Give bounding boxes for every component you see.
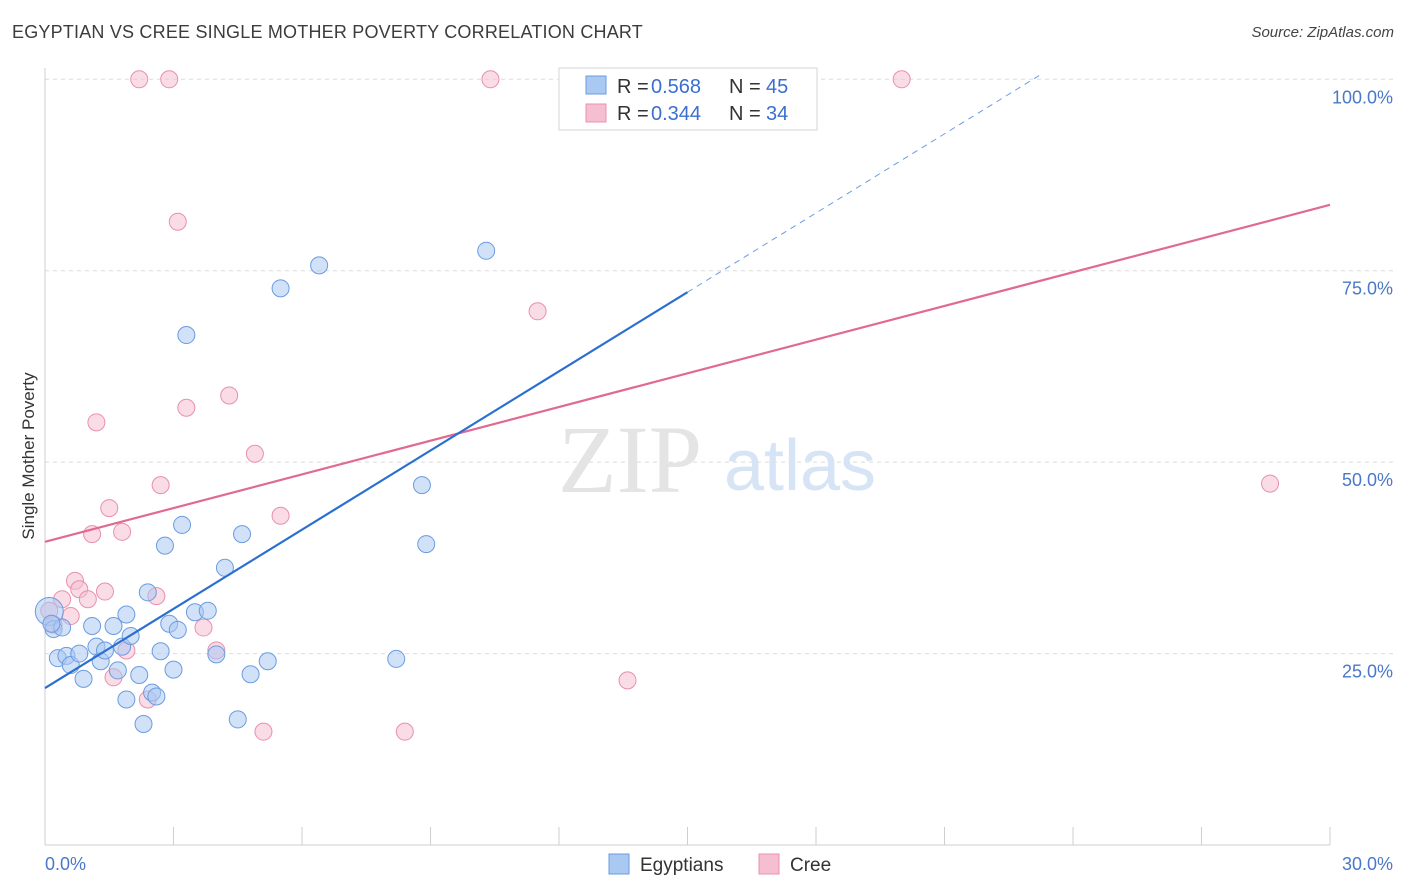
cree-point xyxy=(113,522,132,541)
egyptians-point xyxy=(310,256,329,275)
x-tick-label-max: 30.0% xyxy=(1342,854,1393,874)
cree-point xyxy=(151,476,170,495)
egyptians-point xyxy=(70,644,89,663)
bottom-legend-swatch-cree xyxy=(758,853,780,875)
egyptians-point xyxy=(130,666,149,685)
bottom-legend-swatch-egyptians xyxy=(608,853,630,875)
egyptians-point xyxy=(74,669,93,688)
legend-r-value-egyptians: 0.568 xyxy=(651,76,701,98)
y-tick-label: 50.0% xyxy=(1342,470,1393,490)
egyptians-point xyxy=(412,476,431,495)
trend-lines xyxy=(44,72,1331,689)
egyptians-point xyxy=(151,642,170,661)
egyptians-point xyxy=(177,326,196,345)
legend-r-label-cree: R = xyxy=(617,103,649,125)
egyptians-point xyxy=(417,535,436,554)
x-tick-labels: 0.0% 30.0% xyxy=(45,854,1393,874)
chart-source: Source: ZipAtlas.com xyxy=(1251,24,1394,41)
egyptians-point xyxy=(168,620,187,639)
cree-point xyxy=(618,671,637,690)
egyptians-point xyxy=(104,617,123,636)
egyptians-point xyxy=(117,605,136,624)
cree-trend-line xyxy=(44,203,1331,543)
legend-swatch-egyptians xyxy=(585,75,607,95)
cree-point xyxy=(100,499,119,518)
legend-n-label-cree: N = xyxy=(729,103,761,125)
cree-point xyxy=(395,722,414,741)
bottom-legend-label-egyptians: Egyptians xyxy=(640,855,723,876)
cree-point xyxy=(194,618,213,637)
egyptians-point xyxy=(134,715,153,734)
egyptians-point xyxy=(241,665,260,684)
egyptians-trend-extension xyxy=(687,72,1044,293)
egyptians-point xyxy=(164,660,183,679)
watermark-atlas: atlas xyxy=(724,426,876,506)
egyptians-point xyxy=(271,279,290,298)
legend-n-label-egyptians: N = xyxy=(729,76,761,98)
egyptians-point xyxy=(198,601,217,620)
egyptians-trend-line xyxy=(44,291,689,689)
cree-point xyxy=(245,444,264,463)
cree-point xyxy=(528,302,547,321)
cree-point xyxy=(95,582,114,601)
egyptians-point xyxy=(258,652,277,671)
y-tick-labels: 25.0% 50.0% 75.0% 100.0% xyxy=(1332,87,1393,681)
legend-n-value-egyptians: 45 xyxy=(766,76,788,98)
cree-point xyxy=(168,212,187,231)
cree-point xyxy=(892,70,911,89)
egyptians-point xyxy=(228,710,247,729)
cree-point xyxy=(1261,474,1280,493)
x-ticks xyxy=(173,827,1331,845)
x-tick-label-min: 0.0% xyxy=(45,854,86,874)
cree-point xyxy=(254,722,273,741)
series-legend: Egyptians Cree xyxy=(608,853,831,876)
legend-r-value-cree: 0.344 xyxy=(651,103,701,125)
egyptians-point xyxy=(477,241,496,260)
egyptians-point xyxy=(138,583,157,602)
y-axis-label: Single Mother Poverty xyxy=(19,372,38,540)
chart-title: EGYPTIAN VS CREE SINGLE MOTHER POVERTY C… xyxy=(12,22,643,42)
cree-point xyxy=(160,70,179,89)
egyptians-point xyxy=(207,645,226,664)
egyptians-points xyxy=(34,241,496,734)
egyptians-point xyxy=(108,661,127,680)
y-tick-label: 25.0% xyxy=(1342,662,1393,682)
egyptians-point xyxy=(83,617,102,636)
legend-r-label-egyptians: R = xyxy=(617,76,649,98)
egyptians-point xyxy=(155,536,174,555)
egyptians-point xyxy=(42,614,61,633)
correlation-legend: R = 0.568 N = 45 R = 0.344 N = 34 xyxy=(558,67,818,131)
cree-point xyxy=(78,590,97,609)
legend-swatch-cree xyxy=(585,103,607,123)
egyptians-point xyxy=(147,687,166,706)
egyptians-point xyxy=(233,525,252,544)
egyptians-point xyxy=(117,690,136,709)
y-tick-label: 75.0% xyxy=(1342,279,1393,299)
cree-point xyxy=(271,506,290,525)
legend-n-value-cree: 34 xyxy=(766,103,788,125)
egyptians-point xyxy=(387,649,406,668)
cree-point xyxy=(481,70,500,89)
cree-point xyxy=(87,413,106,432)
watermark-zip: ZIP xyxy=(558,406,702,513)
cree-point xyxy=(130,70,149,89)
cree-point xyxy=(220,386,239,405)
egyptians-point xyxy=(173,515,192,534)
cree-point xyxy=(177,398,196,417)
bottom-legend-label-cree: Cree xyxy=(790,855,831,876)
gridlines xyxy=(45,78,1395,655)
y-tick-label: 100.0% xyxy=(1332,87,1393,107)
